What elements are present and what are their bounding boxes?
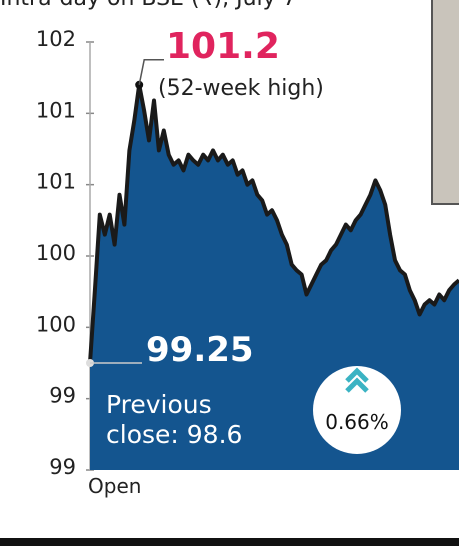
bottom-rule	[0, 538, 459, 546]
y-tick-label: 101	[36, 98, 76, 122]
chart-title: Intra-day on BSE (₹), July 7	[0, 0, 297, 11]
y-tick-label: 99	[49, 455, 76, 479]
y-tick-label: 101	[36, 170, 76, 194]
change-label: 0.66%	[313, 410, 401, 434]
chart: 99 99 100 100 101 101 102 Intra-day on BSE (₹)…	[0, 0, 459, 547]
previous-close: Previous close: 98.6	[106, 390, 266, 450]
open-label: Open	[88, 474, 141, 498]
start-label: 99.25	[146, 330, 254, 370]
high-label: 101.2	[166, 26, 280, 67]
y-tick-label: 100	[36, 312, 76, 336]
y-tick-label: 102	[36, 27, 76, 51]
y-tick-label: 100	[36, 241, 76, 265]
high-note: (52-week high)	[158, 76, 324, 101]
y-tick-label: 99	[49, 384, 76, 408]
photo	[432, 0, 459, 204]
